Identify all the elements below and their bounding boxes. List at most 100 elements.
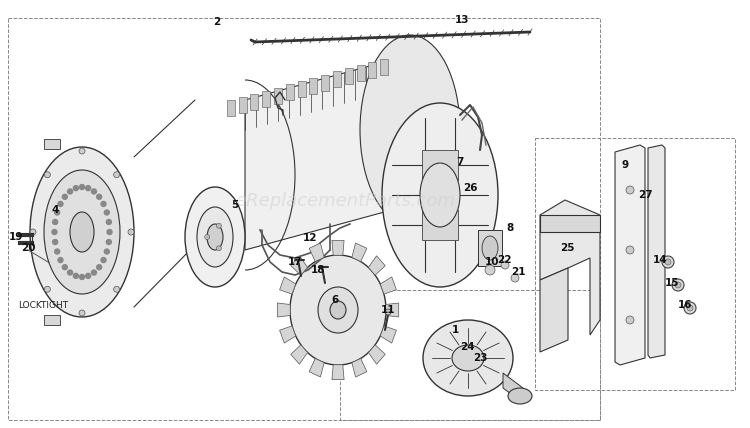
Text: 12: 12: [303, 233, 317, 243]
Polygon shape: [332, 365, 344, 380]
Circle shape: [101, 202, 106, 206]
Circle shape: [687, 305, 693, 311]
Polygon shape: [615, 145, 645, 365]
Polygon shape: [309, 359, 324, 377]
Circle shape: [62, 265, 68, 270]
Ellipse shape: [508, 388, 532, 404]
Polygon shape: [380, 59, 388, 74]
Ellipse shape: [185, 187, 245, 287]
Circle shape: [53, 240, 58, 244]
Text: 19: 19: [9, 232, 23, 242]
Polygon shape: [310, 78, 317, 94]
Text: 5: 5: [231, 200, 238, 210]
Ellipse shape: [70, 212, 94, 252]
Circle shape: [626, 186, 634, 194]
Polygon shape: [291, 256, 308, 275]
Circle shape: [104, 249, 110, 254]
Circle shape: [626, 246, 634, 254]
Polygon shape: [540, 215, 600, 232]
Text: 2: 2: [213, 17, 220, 27]
Circle shape: [128, 229, 134, 235]
Circle shape: [97, 194, 102, 199]
Circle shape: [104, 210, 110, 215]
Text: 11: 11: [381, 305, 395, 315]
Ellipse shape: [30, 147, 134, 317]
Circle shape: [106, 220, 111, 225]
Text: 8: 8: [506, 223, 514, 233]
Circle shape: [92, 189, 97, 194]
Ellipse shape: [290, 255, 386, 365]
Polygon shape: [309, 243, 324, 262]
Text: 7: 7: [456, 157, 464, 167]
Circle shape: [79, 148, 85, 154]
Polygon shape: [368, 62, 376, 78]
Polygon shape: [280, 277, 296, 294]
Circle shape: [68, 189, 73, 194]
Polygon shape: [422, 150, 458, 180]
Ellipse shape: [330, 301, 346, 319]
Polygon shape: [356, 65, 364, 81]
Circle shape: [92, 270, 97, 275]
Text: 24: 24: [460, 342, 474, 352]
Polygon shape: [345, 68, 352, 84]
Circle shape: [58, 258, 63, 262]
Polygon shape: [251, 94, 259, 110]
Polygon shape: [332, 241, 344, 255]
Circle shape: [97, 265, 102, 270]
Circle shape: [107, 229, 112, 235]
Polygon shape: [478, 230, 502, 266]
Polygon shape: [540, 200, 600, 335]
Circle shape: [114, 172, 120, 178]
Ellipse shape: [207, 224, 223, 250]
Circle shape: [68, 270, 73, 275]
Circle shape: [385, 309, 391, 315]
Circle shape: [511, 274, 519, 282]
Circle shape: [80, 184, 85, 190]
Ellipse shape: [44, 170, 120, 294]
Ellipse shape: [382, 103, 498, 287]
Ellipse shape: [197, 207, 233, 267]
Text: 25: 25: [560, 243, 574, 253]
Polygon shape: [380, 277, 397, 294]
Polygon shape: [368, 256, 386, 275]
Polygon shape: [648, 145, 665, 358]
Circle shape: [501, 261, 509, 269]
Circle shape: [114, 286, 120, 292]
Ellipse shape: [482, 236, 498, 260]
Text: eReplacementParts.com: eReplacementParts.com: [235, 192, 455, 210]
Polygon shape: [321, 74, 329, 91]
Polygon shape: [422, 210, 458, 240]
Circle shape: [106, 240, 111, 244]
Circle shape: [53, 220, 58, 225]
Text: 10: 10: [484, 257, 500, 267]
Text: 22: 22: [496, 255, 512, 265]
Polygon shape: [274, 88, 282, 104]
Text: 20: 20: [21, 243, 35, 253]
Text: 23: 23: [472, 353, 488, 363]
Ellipse shape: [420, 163, 460, 227]
Circle shape: [44, 286, 50, 292]
Polygon shape: [352, 359, 367, 377]
Polygon shape: [262, 91, 270, 107]
Circle shape: [74, 186, 78, 190]
Circle shape: [672, 279, 684, 291]
Circle shape: [205, 235, 210, 240]
Ellipse shape: [360, 35, 460, 225]
Circle shape: [30, 229, 36, 235]
Circle shape: [62, 194, 68, 199]
Circle shape: [86, 186, 91, 190]
Circle shape: [44, 172, 50, 178]
Circle shape: [58, 202, 63, 206]
Polygon shape: [291, 345, 308, 364]
Text: LOCKTIGHT: LOCKTIGHT: [18, 300, 68, 309]
Text: 27: 27: [638, 190, 652, 200]
Polygon shape: [286, 84, 294, 100]
Circle shape: [52, 229, 57, 235]
Text: 21: 21: [511, 267, 525, 277]
Text: 1: 1: [452, 325, 458, 335]
Text: 18: 18: [310, 265, 326, 275]
Polygon shape: [44, 139, 59, 149]
Circle shape: [55, 249, 60, 254]
Polygon shape: [503, 373, 523, 403]
Text: 4: 4: [51, 205, 58, 215]
